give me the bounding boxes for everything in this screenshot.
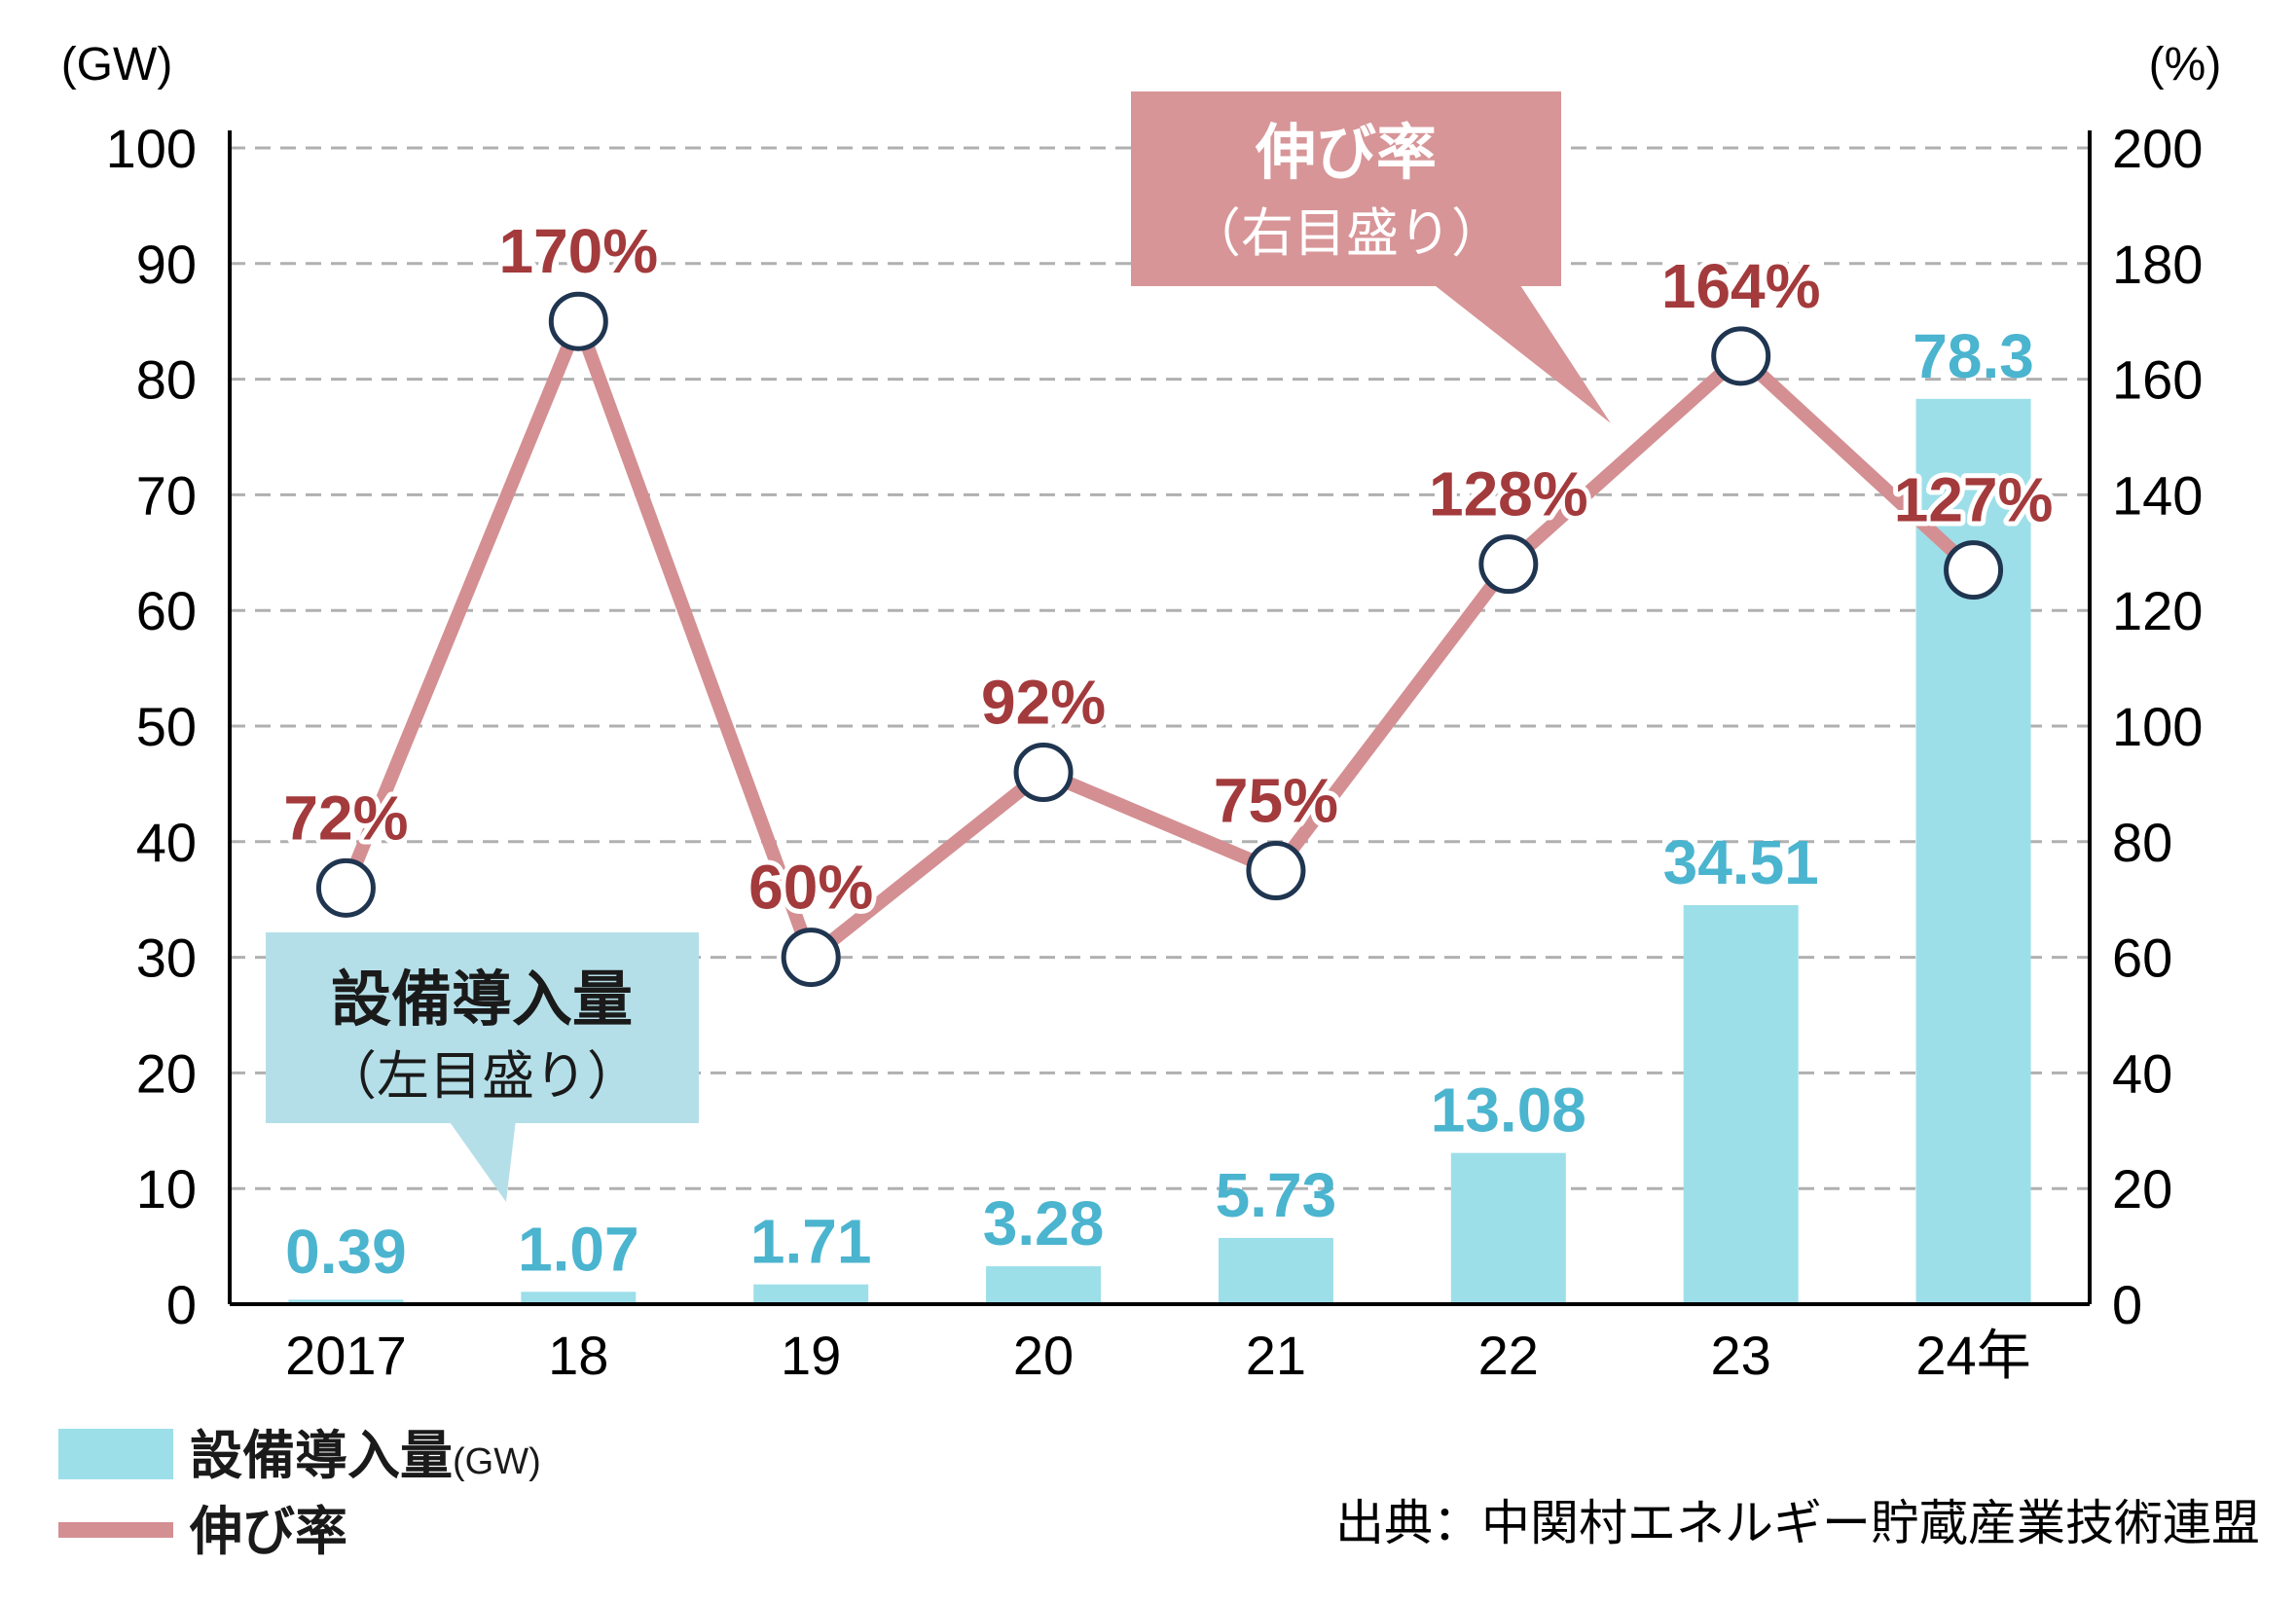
callout-volume: 設備導入量 （左目盛り）: [266, 932, 699, 1202]
growth-rate-line: [339, 314, 1981, 965]
y-left-tick-label: 70: [136, 464, 197, 526]
y-left-tick-label: 60: [136, 580, 197, 641]
y-right-tick-label: 140: [2112, 464, 2203, 526]
rate-value-label: 170%: [498, 216, 658, 286]
rate-value-label: 75%: [1214, 766, 1338, 836]
x-tick-label: 20: [1013, 1325, 1074, 1386]
legend-bar-label: 設備導入量(GW): [190, 1427, 541, 1485]
y-right-tick-label: 20: [2112, 1158, 2172, 1220]
bar: [288, 1299, 404, 1304]
bar-value-label: 78.3: [1913, 321, 2034, 391]
y-right-ticks: 0 20 40 60 80 100 120 140 160 180 200: [2112, 118, 2203, 1335]
bar: [986, 1266, 1102, 1304]
y-right-tick-label: 160: [2112, 349, 2203, 411]
x-tick-label: 22: [1478, 1325, 1539, 1386]
y-left-ticks: 0 10 20 30 40 50 60 70 80 90 100: [106, 118, 197, 1335]
y-right-tick-label: 80: [2112, 812, 2172, 873]
bar-value-label: 3.28: [983, 1188, 1105, 1258]
callout-rate: 伸び率 （右目盛り）: [1131, 91, 1611, 423]
rate-value-label: 164%: [1661, 251, 1821, 321]
bar-value-label: 5.73: [1216, 1160, 1337, 1230]
rate-value-label: 60%: [748, 853, 873, 923]
line-point-marker: [1711, 326, 1771, 386]
legend-bar-swatch: [58, 1429, 173, 1479]
bar-value-label: 34.51: [1663, 827, 1819, 897]
source-note: 出典：中関村エネルギー貯蔵産業技術連盟: [1335, 1496, 2260, 1550]
y-right-tick-label: 60: [2112, 928, 2172, 989]
rate-value-label: 128%: [1429, 459, 1588, 529]
callout-rate-box: [1131, 91, 1561, 286]
line-point-marker: [781, 928, 841, 988]
x-tick-label: 18: [548, 1325, 608, 1386]
rate-value-label: 72%: [283, 783, 408, 853]
legend-bar-unit: (GW): [453, 1441, 541, 1482]
bar: [753, 1284, 869, 1304]
legend-line-label: 伸び率: [189, 1503, 347, 1561]
y-right-tick-label: 40: [2112, 1042, 2172, 1104]
legend: 設備導入量(GW) 伸び率: [58, 1427, 541, 1561]
y-left-unit: (GW): [61, 39, 173, 91]
y-right-tick-label: 120: [2112, 580, 2203, 641]
line-point-marker: [1478, 534, 1539, 595]
line-point-marker: [315, 857, 376, 918]
line-point-marker: [548, 291, 608, 351]
y-left-tick-label: 10: [136, 1158, 197, 1220]
bar-series: [288, 398, 2031, 1304]
y-left-tick-label: 80: [136, 349, 197, 411]
y-left-tick-label: 30: [136, 928, 197, 989]
x-tick-label: 24年: [1915, 1325, 2030, 1386]
line-point-marker: [1246, 841, 1306, 900]
bar-value-labels: 0.39 1.07 1.71 3.28 5.73 13.08 34.51 78.3: [285, 321, 2034, 1287]
rate-value-label: 92%: [981, 668, 1106, 738]
y-right-tick-label: 180: [2112, 234, 2203, 295]
y-right-tick-label: 100: [2112, 696, 2203, 757]
callout-volume-box: [266, 932, 699, 1123]
rate-value-label: 127%: [1894, 465, 2054, 535]
y-left-tick-label: 20: [136, 1042, 197, 1104]
callout-rate-title: 伸び率: [1255, 120, 1437, 187]
callout-volume-pointer: [448, 1119, 516, 1202]
bar-value-label: 13.08: [1431, 1075, 1586, 1146]
bar-value-label: 0.39: [285, 1217, 407, 1287]
callout-rate-sub: （右目盛り）: [1188, 204, 1504, 263]
y-left-tick-label: 50: [136, 696, 197, 757]
callout-volume-sub: （左目盛り）: [324, 1047, 639, 1106]
bar: [1683, 905, 1799, 1304]
y-right-tick-label: 200: [2112, 118, 2203, 179]
callout-rate-pointer: [1431, 282, 1611, 423]
x-tick-label: 21: [1246, 1325, 1306, 1386]
bar: [1450, 1152, 1566, 1304]
y-left-tick-label: 100: [106, 118, 197, 179]
axes: [228, 130, 2092, 1306]
bar-value-label: 1.71: [750, 1207, 872, 1277]
bar: [1218, 1237, 1333, 1304]
x-tick-label: 23: [1711, 1325, 1771, 1386]
y-left-tick-label: 90: [136, 234, 197, 295]
x-tick-label: 2017: [285, 1325, 407, 1386]
legend-bar-name: 設備導入量: [190, 1427, 453, 1485]
line-series: 72% 170% 60% 92% 75% 128% 164% 127%: [278, 211, 2058, 988]
y-right-tick-label: 0: [2112, 1274, 2142, 1335]
line-point-marker: [1013, 743, 1074, 803]
y-left-tick-label: 0: [166, 1274, 197, 1335]
line-point-marker: [1944, 540, 2004, 601]
y-left-tick-label: 40: [136, 812, 197, 873]
bar-value-label: 1.07: [518, 1214, 639, 1284]
x-ticks: 2017 18 19 20 21 22 23 24年: [285, 1325, 2031, 1386]
callout-volume-title: 設備導入量: [331, 966, 633, 1034]
y-right-unit: (%): [2149, 39, 2222, 91]
x-tick-label: 19: [781, 1325, 841, 1386]
bar: [521, 1292, 637, 1304]
